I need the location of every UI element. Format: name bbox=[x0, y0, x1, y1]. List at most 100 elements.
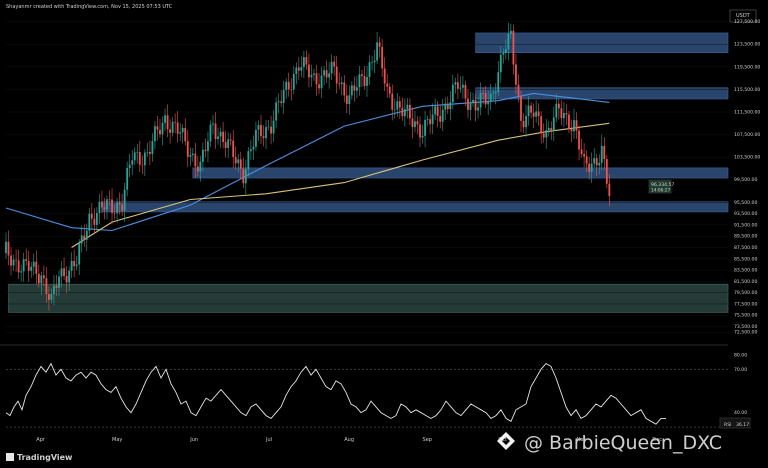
candle[interactable] bbox=[383, 57, 386, 92]
zone-demand-zone[interactable] bbox=[8, 283, 729, 313]
candle[interactable] bbox=[315, 65, 318, 96]
candle[interactable] bbox=[363, 66, 366, 90]
candle[interactable] bbox=[472, 92, 474, 107]
candle[interactable] bbox=[330, 54, 333, 80]
candle[interactable] bbox=[350, 81, 353, 100]
candle[interactable] bbox=[30, 262, 33, 278]
candle[interactable] bbox=[222, 121, 225, 149]
candle[interactable] bbox=[398, 96, 401, 119]
candle[interactable] bbox=[146, 142, 149, 157]
candle[interactable] bbox=[456, 73, 459, 100]
candle[interactable] bbox=[106, 195, 108, 220]
candle[interactable] bbox=[517, 74, 520, 103]
candle[interactable] bbox=[436, 101, 439, 128]
candle[interactable] bbox=[42, 265, 45, 286]
candle[interactable] bbox=[439, 105, 442, 129]
candle[interactable] bbox=[499, 46, 502, 83]
candle[interactable] bbox=[454, 77, 457, 94]
candle[interactable] bbox=[270, 115, 272, 145]
candle[interactable] bbox=[136, 144, 139, 164]
candle[interactable] bbox=[302, 50, 305, 79]
candle[interactable] bbox=[446, 96, 449, 114]
candle[interactable] bbox=[434, 98, 437, 120]
candle[interactable] bbox=[441, 98, 444, 132]
candle[interactable] bbox=[179, 123, 182, 142]
candle[interactable] bbox=[527, 96, 530, 126]
candle[interactable] bbox=[85, 223, 88, 252]
candle[interactable] bbox=[297, 57, 300, 80]
candle[interactable] bbox=[255, 121, 257, 151]
candle[interactable] bbox=[229, 133, 232, 146]
zone-support-low[interactable] bbox=[101, 201, 729, 213]
candle[interactable] bbox=[83, 224, 86, 247]
candle[interactable] bbox=[17, 249, 20, 279]
candle[interactable] bbox=[199, 155, 202, 182]
candle[interactable] bbox=[212, 114, 214, 135]
candle[interactable] bbox=[242, 157, 245, 188]
candle[interactable] bbox=[411, 107, 414, 139]
candle[interactable] bbox=[547, 121, 550, 137]
candle[interactable] bbox=[186, 129, 189, 168]
zone-resistance-upper[interactable] bbox=[475, 87, 729, 100]
candle[interactable] bbox=[196, 155, 199, 177]
candle[interactable] bbox=[267, 120, 270, 131]
candle[interactable] bbox=[388, 82, 391, 98]
candle[interactable] bbox=[290, 78, 293, 101]
candle[interactable] bbox=[101, 190, 103, 213]
candle[interactable] bbox=[489, 83, 492, 111]
candle[interactable] bbox=[545, 119, 548, 149]
candle[interactable] bbox=[583, 143, 586, 168]
candle[interactable] bbox=[285, 78, 288, 99]
candle[interactable] bbox=[189, 147, 192, 166]
candle[interactable] bbox=[98, 194, 101, 225]
candle[interactable] bbox=[20, 264, 23, 282]
candle[interactable] bbox=[557, 98, 560, 120]
candle[interactable] bbox=[5, 232, 7, 260]
candle[interactable] bbox=[181, 124, 184, 144]
candle[interactable] bbox=[116, 197, 118, 223]
candle[interactable] bbox=[310, 64, 313, 87]
candle[interactable] bbox=[88, 207, 91, 236]
candle[interactable] bbox=[487, 90, 490, 116]
candle[interactable] bbox=[80, 225, 83, 253]
candle[interactable] bbox=[323, 66, 325, 86]
candle[interactable] bbox=[15, 249, 17, 272]
candle[interactable] bbox=[260, 114, 262, 144]
candle[interactable] bbox=[600, 134, 603, 171]
tradingview-logo[interactable]: TradingView bbox=[6, 453, 73, 462]
candle[interactable] bbox=[138, 140, 141, 172]
candle[interactable] bbox=[356, 75, 358, 99]
candle[interactable] bbox=[590, 152, 593, 183]
candle[interactable] bbox=[126, 161, 129, 197]
candle[interactable] bbox=[191, 148, 194, 162]
candle[interactable] bbox=[50, 288, 53, 304]
candle[interactable] bbox=[570, 119, 573, 143]
candle[interactable] bbox=[537, 103, 540, 126]
candle[interactable] bbox=[416, 116, 419, 135]
candle[interactable] bbox=[424, 110, 426, 148]
candle[interactable] bbox=[462, 75, 464, 99]
rsi-line[interactable] bbox=[5, 362, 666, 425]
candle[interactable] bbox=[484, 85, 487, 109]
candle[interactable] bbox=[207, 131, 209, 163]
candle[interactable] bbox=[131, 150, 134, 176]
candle[interactable] bbox=[68, 266, 71, 292]
candle[interactable] bbox=[474, 94, 477, 122]
candle[interactable] bbox=[194, 143, 197, 178]
candle[interactable] bbox=[419, 116, 421, 148]
candle[interactable] bbox=[512, 24, 515, 75]
candle[interactable] bbox=[340, 76, 343, 96]
candle[interactable] bbox=[292, 66, 295, 95]
candle[interactable] bbox=[391, 84, 394, 121]
candle[interactable] bbox=[568, 111, 570, 134]
candle[interactable] bbox=[78, 239, 81, 276]
candle[interactable] bbox=[421, 124, 424, 144]
candle[interactable] bbox=[401, 97, 404, 121]
candle[interactable] bbox=[338, 72, 341, 90]
candle[interactable] bbox=[464, 80, 467, 107]
candle[interactable] bbox=[257, 120, 260, 141]
candle[interactable] bbox=[295, 62, 298, 85]
candle[interactable] bbox=[10, 247, 12, 276]
candle[interactable] bbox=[35, 250, 38, 285]
candle[interactable] bbox=[108, 190, 111, 206]
